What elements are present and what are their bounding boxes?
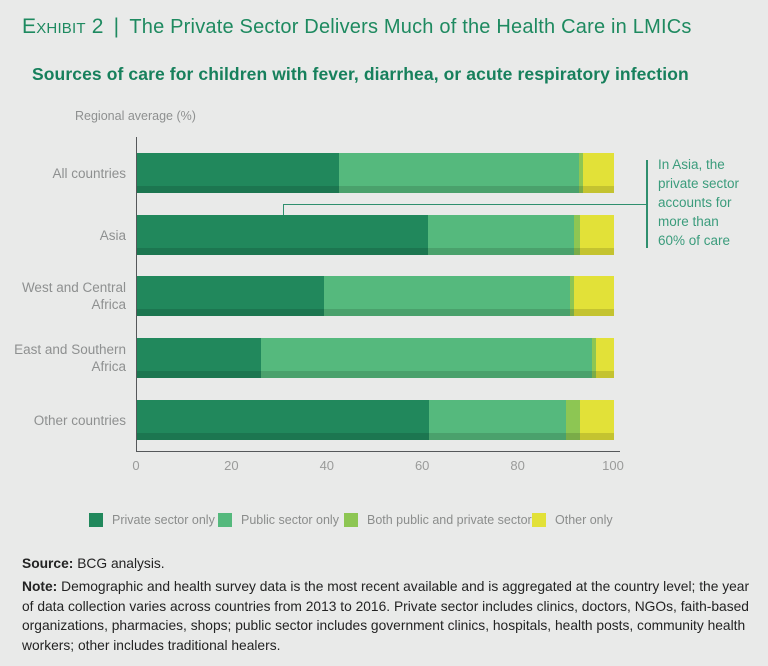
legend-label: Other only — [555, 513, 613, 527]
legend-swatch — [218, 513, 232, 527]
exhibit-number-label: Exhibit 2 — [22, 15, 104, 38]
legend-item: Both public and private sectors — [344, 513, 538, 527]
legend-swatch — [89, 513, 103, 527]
bar-segment — [137, 153, 339, 193]
bar-segment — [565, 400, 580, 440]
x-tick-label: 60 — [414, 458, 430, 473]
legend-item: Other only — [532, 513, 613, 527]
bar-segment — [580, 215, 614, 255]
legend-label: Both public and private sectors — [367, 513, 538, 527]
source-text: BCG analysis. — [73, 556, 165, 571]
note-text: Demographic and health survey data is th… — [22, 579, 750, 653]
header-divider: | — [113, 15, 120, 38]
x-tick-label: 100 — [602, 458, 624, 473]
annotation-line: more than — [658, 214, 719, 229]
bar-segment — [579, 400, 614, 440]
bar-segment — [137, 215, 428, 255]
source-line: Source: BCG analysis. — [22, 556, 165, 571]
annotation-line: In Asia, the — [658, 157, 725, 172]
bar-segment — [137, 400, 429, 440]
chart-legend: Private sector only Public sector only Bot… — [0, 513, 768, 531]
category-label: Asia — [99, 227, 126, 243]
bar-row — [137, 400, 614, 440]
x-tick-label: 20 — [224, 458, 239, 473]
legend-swatch — [344, 513, 358, 527]
callout-connector-drop — [283, 204, 284, 215]
bar-segment — [583, 153, 614, 193]
exhibit-header: Exhibit 2 | The Private Sector Delivers … — [22, 15, 692, 39]
bar-row — [137, 215, 614, 255]
axis-title: Regional average (%) — [75, 109, 196, 123]
annotation-text: In Asia, the private sector accounts for… — [658, 155, 768, 250]
bar-segment — [592, 338, 596, 378]
bar-segment — [137, 276, 324, 316]
x-tick-label: 40 — [319, 458, 335, 473]
note-label: Note: — [22, 579, 58, 594]
bar-segment — [573, 215, 581, 255]
legend-item: Private sector only — [89, 513, 215, 527]
legend-item: Public sector only — [218, 513, 339, 527]
bar-segment — [578, 153, 584, 193]
bar-row — [137, 338, 614, 378]
bar-segment — [595, 338, 614, 378]
annotation-line: 60% of care — [658, 233, 731, 248]
callout-text-bar — [646, 160, 648, 248]
category-label: East and Southern Africa — [14, 342, 126, 374]
y-axis-line — [136, 137, 137, 451]
bar-row — [137, 276, 614, 316]
chart-subtitle: Sources of care for children with fever,… — [32, 64, 689, 84]
category-label: West and Central Africa — [21, 280, 126, 312]
category-label: All countries — [52, 165, 126, 181]
legend-label: Private sector only — [112, 513, 215, 527]
category-label: Other countries — [33, 412, 126, 428]
x-tick-label: 0 — [132, 458, 140, 473]
x-tick-label: 80 — [510, 458, 525, 473]
source-label: Source: — [22, 556, 74, 571]
bar-segment — [573, 276, 614, 316]
note-block: Note: Demographic and health survey data… — [22, 577, 752, 655]
x-axis-line — [136, 451, 620, 452]
annotation-line: private sector — [658, 176, 740, 191]
legend-label: Public sector only — [241, 513, 339, 527]
bar-segment — [570, 276, 574, 316]
bar-segment — [427, 215, 574, 255]
exhibit-title: The Private Sector Delivers Much of the … — [129, 16, 692, 38]
bar-segment — [338, 153, 579, 193]
bar-segment — [323, 276, 571, 316]
callout-connector-line — [283, 204, 646, 205]
legend-swatch — [532, 513, 546, 527]
bar-row — [137, 153, 614, 193]
bar-segment — [428, 400, 566, 440]
bar-segment — [137, 338, 262, 378]
annotation-line: accounts for — [658, 195, 732, 210]
bar-segment — [261, 338, 593, 378]
